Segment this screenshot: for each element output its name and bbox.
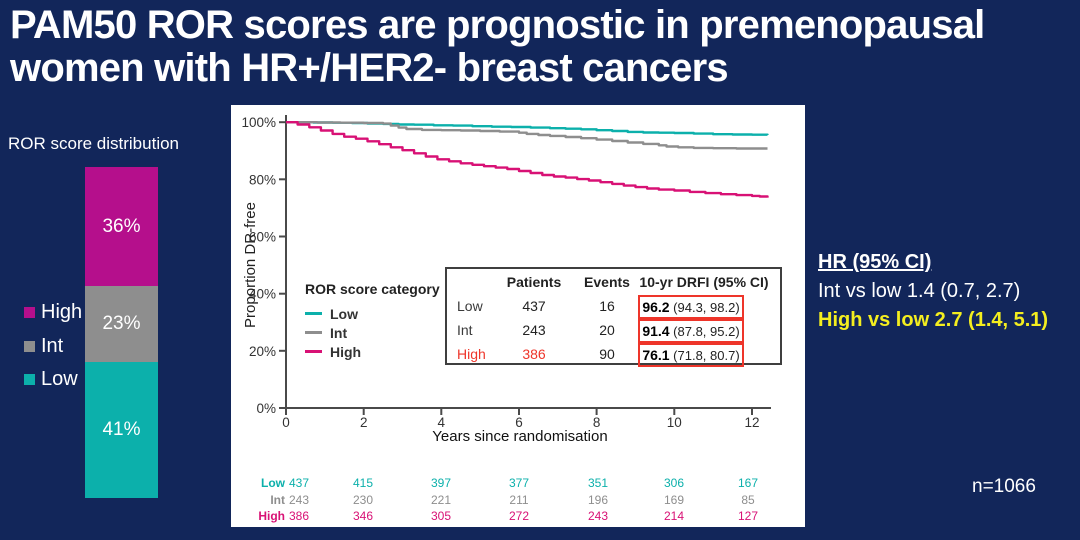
int-curve-swatch-icon (305, 331, 322, 334)
high-curve-swatch-icon (305, 350, 322, 353)
slide-title: PAM50 ROR scores are prognostic in preme… (10, 4, 1076, 90)
km-legend-label-int: Int (330, 324, 348, 341)
drfi-ci: (71.8, 80.7) (669, 347, 740, 363)
km-curve-high (286, 121, 769, 198)
inset-row-patients: 243 (522, 322, 546, 338)
y-tick-label: 80% (249, 172, 276, 187)
distribution-legend-item-low: Low (24, 368, 78, 391)
low-legend-swatch-icon (24, 374, 35, 385)
x-tick-label: 10 (667, 415, 682, 430)
slide-title-line2: women with HR+/HER2- breast cancers (10, 46, 729, 90)
km-legend: ROR score category Low Int High (305, 281, 440, 361)
int-legend-swatch-icon (24, 341, 35, 352)
drfi-ci: (87.8, 95.2) (669, 323, 740, 339)
x-tick-label: 12 (744, 415, 759, 430)
x-tick-label: 8 (593, 415, 601, 430)
km-legend-title: ROR score category (305, 281, 440, 297)
km-curve-int (286, 121, 768, 150)
inset-row-label: Int (457, 322, 473, 338)
y-tick-label: 40% (249, 287, 276, 302)
inset-header: Patients (506, 274, 562, 290)
low-legend-label: Low (41, 368, 78, 390)
hr-title: HR (95% CI) (818, 251, 932, 273)
y-axis-title: Proportion DR-free (242, 202, 259, 328)
drfi-value: 96.2 (642, 299, 670, 315)
distribution-legend-item-high: High (24, 301, 82, 324)
inset-table: Patients Events 10-yr DRFI (95% CI) Low 437 1… (445, 267, 782, 367)
inset-row-patients: 437 (522, 298, 546, 314)
bar-segment-high: 36% (85, 167, 158, 286)
int-legend-label: Int (41, 335, 64, 357)
drfi-highlight-box: 96.2 (94.3, 98.2) (638, 295, 744, 319)
drfi-ci: (94.3, 98.2) (669, 299, 740, 315)
inset-row-events: 90 (599, 346, 615, 362)
high-legend-label: High (41, 301, 83, 323)
distribution-legend-item-int: Int (24, 335, 63, 358)
drfi-highlight-box: 76.1 (71.8, 80.7) (638, 343, 744, 367)
drfi-highlight-box: 91.4 (87.8, 95.2) (638, 319, 744, 343)
hr-int-line: Int vs low 1.4 (0.7, 2.7) (818, 280, 1021, 302)
inset-row-events: 16 (599, 298, 615, 314)
y-tick-label: 60% (249, 230, 276, 245)
km-legend-label-low: Low (330, 305, 358, 322)
slide-title-line1: PAM50 ROR scores are prognostic in preme… (10, 3, 985, 47)
drfi-value: 91.4 (642, 323, 670, 339)
inset-row-patients: 386 (522, 346, 546, 362)
x-tick-label: 4 (438, 415, 446, 430)
x-tick-label: 6 (515, 415, 523, 430)
x-tick-label: 2 (360, 415, 368, 430)
km-plot-panel: 0% 20% 40% 60% 80% 100% 0 2 4 6 8 10 12 Proportion D… (231, 105, 805, 527)
km-legend-label-high: High (330, 343, 362, 360)
drfi-value: 76.1 (642, 347, 670, 363)
low-curve-swatch-icon (305, 312, 322, 315)
inset-row-events: 20 (599, 322, 615, 338)
x-tick-label: 0 (282, 415, 290, 430)
ror-distribution-bar: 36% 23% 41% (85, 167, 158, 498)
km-plot: 0% 20% 40% 60% 80% 100% 0 2 4 6 8 10 12 (241, 115, 771, 430)
hr-annotation-block: HR (95% CI) Int vs low 1.4 (0.7, 2.7) Hi… (818, 248, 1048, 335)
bar-segment-low: 41% (85, 362, 158, 498)
bar-segment-int: 23% (85, 286, 158, 362)
y-tick-label: 100% (241, 115, 276, 130)
inset-header: 10-yr DRFI (95% CI) (639, 274, 769, 290)
sample-size-label: n=1066 (972, 476, 1036, 497)
distribution-title: ROR score distribution (8, 134, 180, 153)
x-axis-title: Years since randomisation (432, 428, 608, 445)
inset-row-label: Low (457, 298, 483, 314)
inset-row-label: High (457, 346, 486, 362)
high-legend-swatch-icon (24, 307, 35, 318)
inset-header: Events (584, 274, 630, 290)
y-tick-label: 20% (249, 344, 276, 359)
y-tick-label: 0% (256, 401, 276, 416)
hr-high-line: High vs low 2.7 (1.4, 5.1) (818, 309, 1049, 331)
